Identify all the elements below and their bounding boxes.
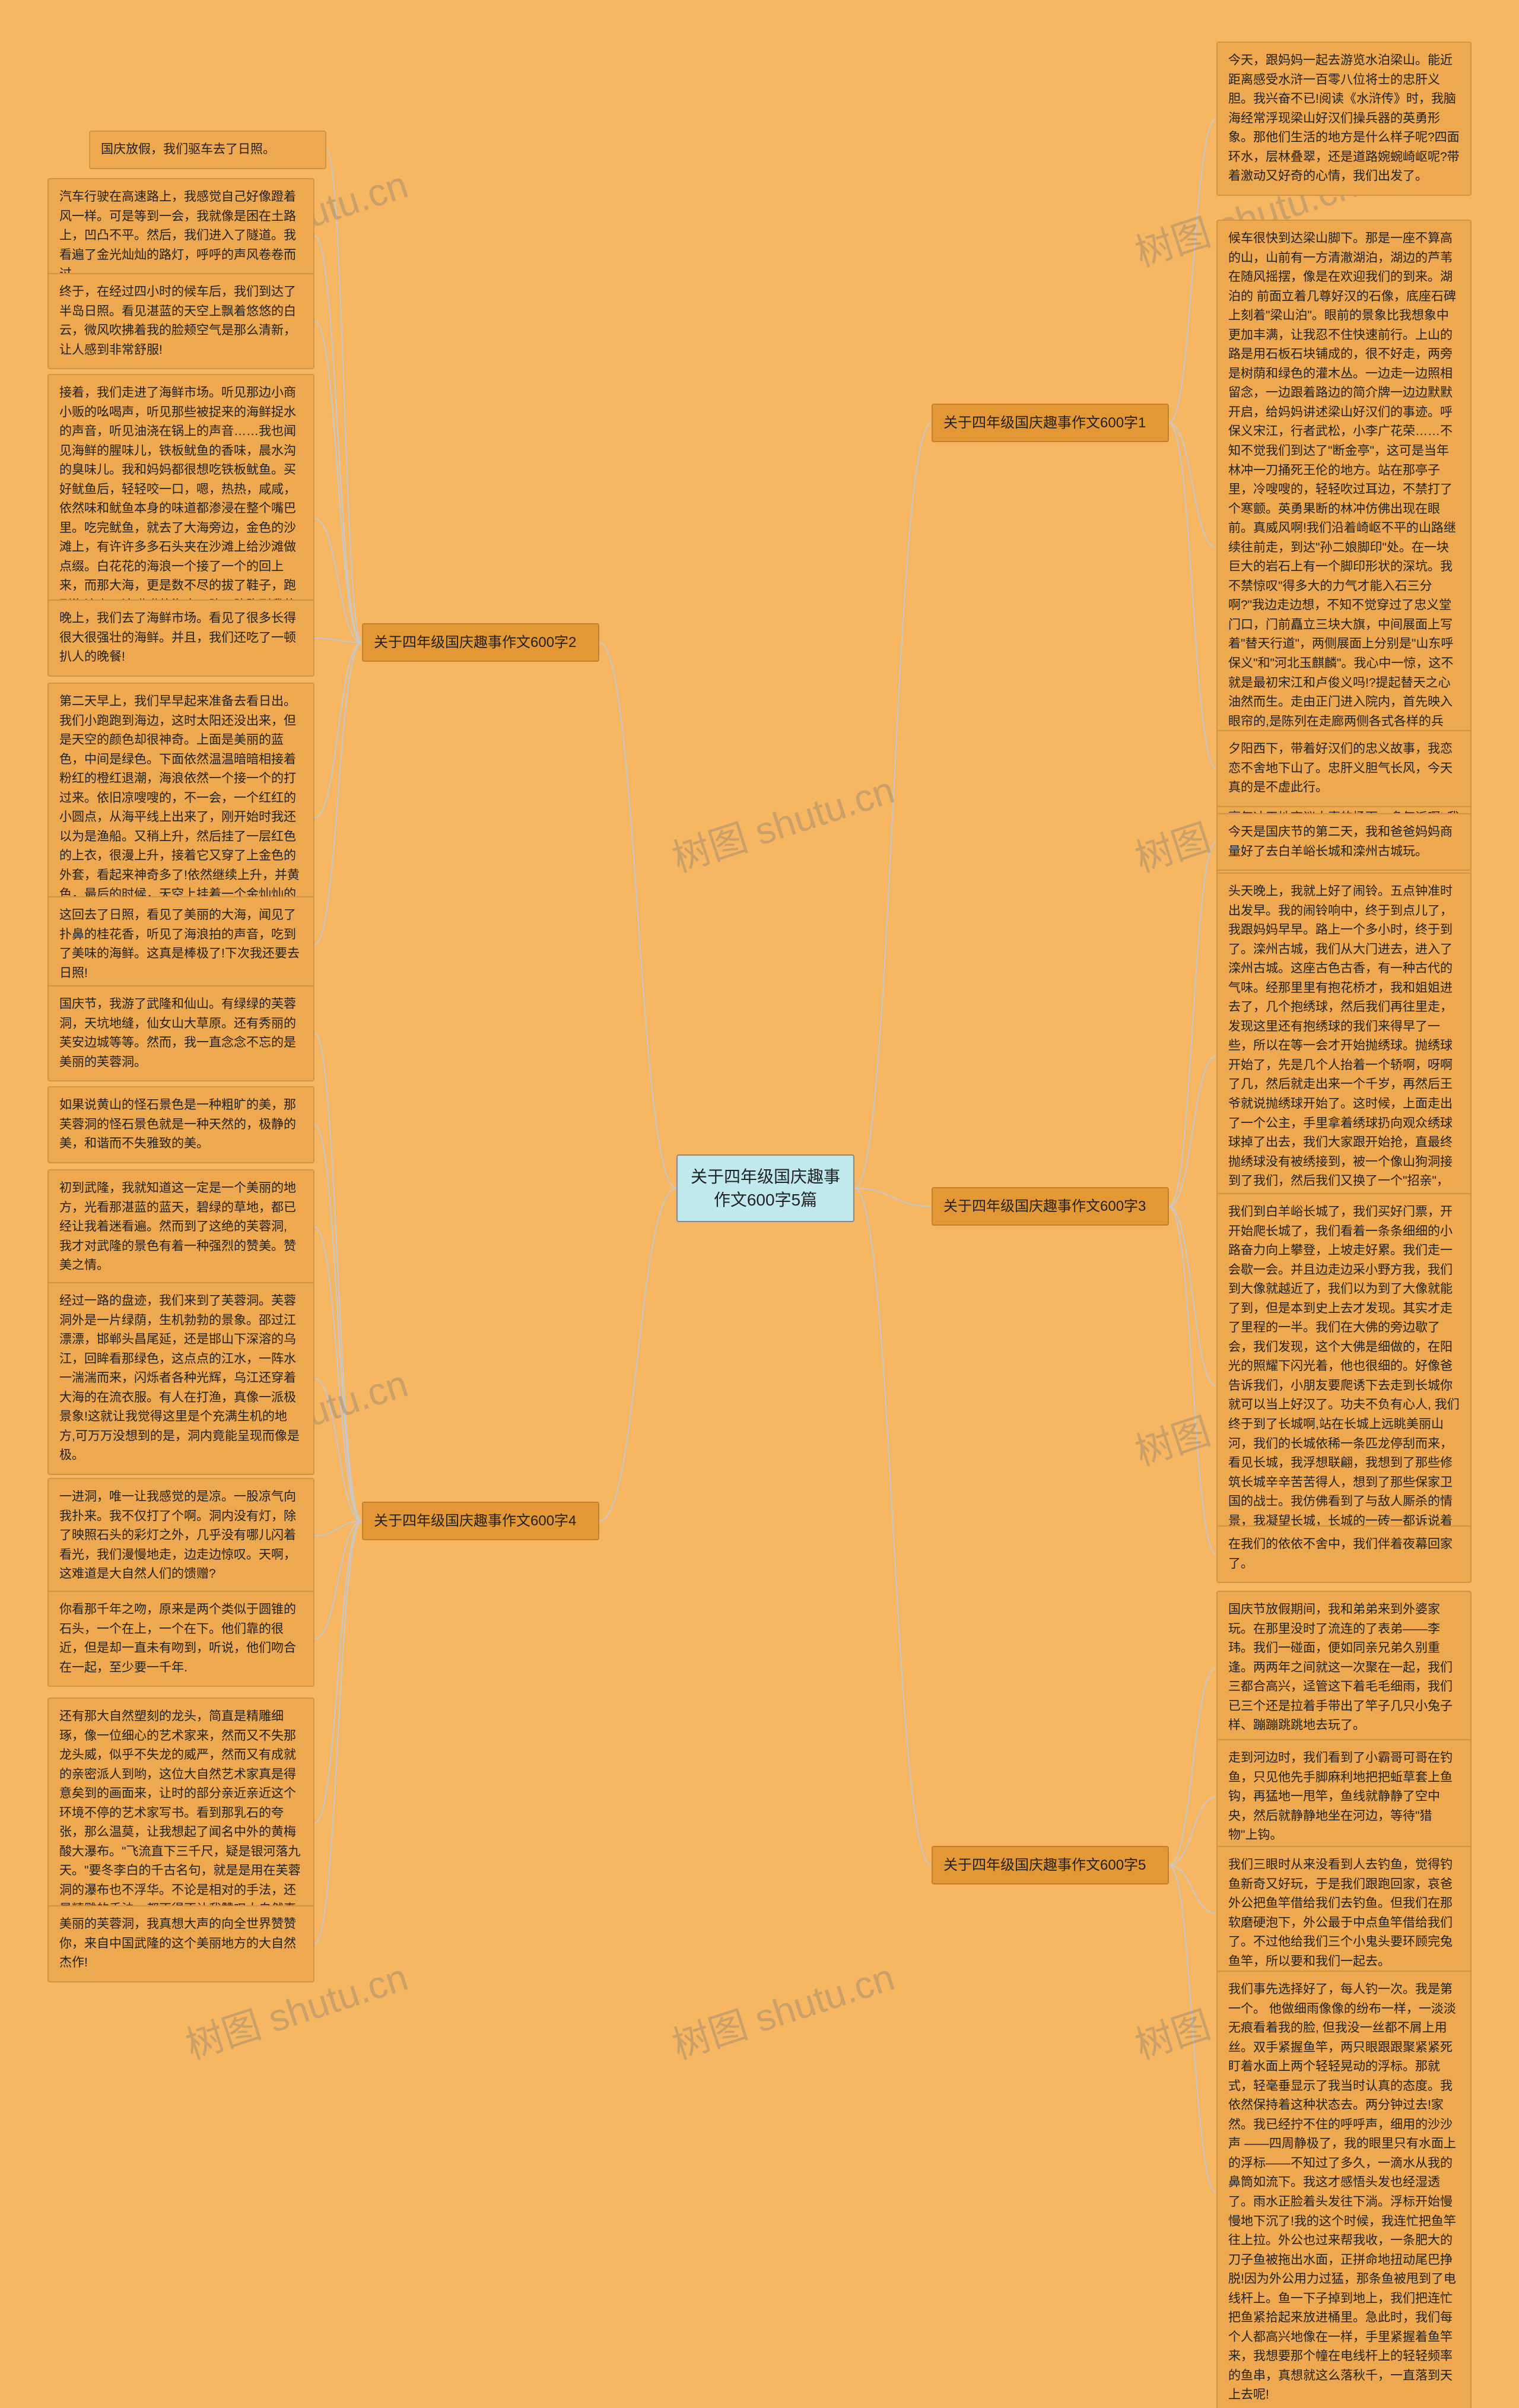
leaf-node: 晚上，我们去了海鲜市场。看见了很多长得很大很强壮的海鲜。并且，我们还吃了一顿扒人… (47, 599, 314, 677)
leaf-node: 今天，跟妈妈一起去游览水泊梁山。能近距离感受水浒一百零八位将士的忠肝义胆。我兴奋… (1216, 42, 1472, 196)
leaf-node: 国庆放假，我们驱车去了日照。 (89, 131, 326, 169)
leaf-node: 走到河边时，我们看到了小霸哥可哥在钓鱼，只见他先手脚麻利地把把蚯草套上鱼钩，再猛… (1216, 1739, 1472, 1855)
branch-node: 关于四年级国庆趣事作文600字2 (362, 623, 599, 662)
leaf-node: 如果说黄山的怪石景色是一种粗旷的美，那芙蓉洞的怪石景色就是一种天然的，极静的美，… (47, 1086, 314, 1163)
branch-node: 关于四年级国庆趣事作文600字4 (362, 1502, 599, 1540)
leaf-node: 国庆节放假期间，我和弟弟来到外婆家玩。在那里没时了流连的了表弟——李玮。我们一碰… (1216, 1591, 1472, 1745)
leaf-node: 经过一路的盘迹，我们来到了芙蓉洞。芙蓉洞外是一片绿荫，生机勃勃的景象。邵过江漂漂… (47, 1282, 314, 1475)
leaf-node: 夕阳西下，带着好汉们的忠义故事，我恋恋不舍地下山了。忠肝义胆气长风，今天真的是不… (1216, 730, 1472, 807)
branch-node: 关于四年级国庆趣事作文600字1 (932, 404, 1169, 442)
leaf-node: 你看那千年之吻，原来是两个类似于圆锥的石头，一个在上，一个在下。他们靠的很近，但… (47, 1591, 314, 1687)
branch-node: 关于四年级国庆趣事作文600字5 (932, 1846, 1169, 1884)
leaf-node: 终于，在经过四小时的候车后，我们到达了半岛日照。看见湛蓝的天空上飘着悠悠的白云，… (47, 273, 314, 369)
watermark: 树图 shutu.cn (665, 1947, 900, 2070)
branch-node: 关于四年级国庆趣事作文600字3 (932, 1187, 1169, 1226)
leaf-node: 我们事先选择好了，每人钓一次。我是第一个。 他做细雨像像的纷布一样，一淡淡无痕看… (1216, 1971, 1472, 2408)
leaf-node: 国庆节，我游了武隆和仙山。有绿绿的芙蓉洞，天坑地缝，仙女山大草原。还有秀丽的芙安… (47, 985, 314, 1081)
leaf-node: 我们三眼时从来没看到人去钓鱼，觉得钓鱼新奇又好玩，于是我们跟跑回家，哀爸外公把鱼… (1216, 1846, 1472, 1981)
mindmap-canvas: 树图 shutu.cn树图 shutu.cn树图 shutu.cn树图 shut… (0, 0, 1519, 2408)
leaf-node: 头天晚上，我就上好了闹铃。五点钟准时出发早。我的闹铃响中，终于到点儿了，我跟妈妈… (1216, 873, 1472, 1239)
leaf-node: 美丽的芙蓉洞，我真想大声的向全世界赞赞你，来自中国武隆的这个美丽地方的大自然杰作… (47, 1905, 314, 1982)
center-node: 关于四年级国庆趣事作文600字5篇 (676, 1154, 854, 1222)
leaf-node: 我们到白羊峪长城了，我们买好门票，开开始爬长城了，我们看着一条条细细的小路奋力向… (1216, 1193, 1472, 1579)
leaf-node: 在我们的依依不舍中，我们伴着夜幕回家了。 (1216, 1525, 1472, 1583)
leaf-node: 一进洞，唯一让我感觉的是凉。一股凉气向我扑来。我不仅打了个啊。洞内没有灯，除了映… (47, 1478, 314, 1594)
leaf-node: 今天是国庆节的第二天，我和爸爸妈妈商量好了去白羊峪长城和滦州古城玩。 (1216, 813, 1472, 871)
watermark: 树图 shutu.cn (665, 760, 900, 883)
leaf-node: 这回去了日照，看见了美丽的大海，闻见了扑鼻的桂花香，听见了海浪拍的声音，吃到了美… (47, 896, 314, 992)
leaf-node: 初到武隆，我就知道这一定是一个美丽的地方，光看那湛蓝的蓝天，碧绿的草地，都已经让… (47, 1169, 314, 1285)
